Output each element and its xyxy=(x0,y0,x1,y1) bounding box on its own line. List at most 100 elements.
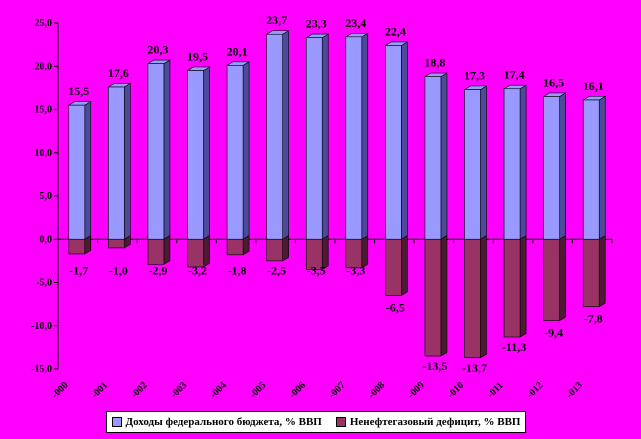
bar-deficit-2004-front xyxy=(226,238,244,256)
bar-revenue-2004-front xyxy=(226,65,244,240)
y-tick-label: 0,0 xyxy=(40,234,53,245)
data-label-revenue: 22,4 xyxy=(385,24,406,38)
y-tick-label: -5,0 xyxy=(36,278,52,289)
data-label-revenue: 15,5 xyxy=(68,84,89,98)
bar-revenue-2007 xyxy=(344,32,369,240)
bar-deficit-2006 xyxy=(305,235,329,271)
bar-deficit-2008 xyxy=(385,235,408,297)
bar-deficit-2010-front xyxy=(464,238,481,359)
bar-deficit-2003-front xyxy=(187,238,204,268)
bar-revenue-2011-side xyxy=(519,84,527,240)
data-label-deficit: -13,5 xyxy=(422,359,447,373)
bar-revenue-2008 xyxy=(384,41,409,240)
data-label-revenue: 16,1 xyxy=(583,79,604,93)
bar-revenue-2010-front xyxy=(464,89,481,240)
data-label-deficit: -3,5 xyxy=(307,263,326,277)
bar-deficit-2006-front xyxy=(305,238,323,270)
bar-revenue-2000 xyxy=(67,101,92,240)
bar-deficit-2005 xyxy=(266,235,289,262)
data-label-revenue: 17,6 xyxy=(108,66,129,80)
data-label-revenue: 20,3 xyxy=(147,43,168,57)
bar-revenue-2013-side xyxy=(598,95,606,240)
bar-revenue-2010-side xyxy=(480,85,487,240)
bar-deficit-2003 xyxy=(187,235,210,268)
data-label-revenue: 23,3 xyxy=(306,17,327,31)
bar-deficit-2010-side xyxy=(480,235,487,359)
bar-deficit-2009 xyxy=(424,235,448,357)
bar-revenue-2001-side xyxy=(124,82,131,240)
legend-item-revenue: Доходы федерального бюджета, % ВВП xyxy=(111,416,322,428)
data-label-deficit: -3,3 xyxy=(346,263,365,277)
bar-revenue-2006-side xyxy=(321,33,329,240)
bar-deficit-2000-side xyxy=(84,235,92,255)
bar-revenue-2002-side xyxy=(163,59,171,240)
data-label-deficit: -3,2 xyxy=(188,263,207,277)
bar-deficit-2002-side xyxy=(163,235,171,265)
bar-revenue-2009-front xyxy=(424,76,442,240)
bar-deficit-2012-side xyxy=(559,235,566,322)
bar-deficit-2008-front xyxy=(385,238,402,296)
data-label-revenue: 17,3 xyxy=(464,69,485,83)
bar-deficit-2000 xyxy=(68,235,92,255)
data-label-revenue: 18,8 xyxy=(424,56,445,70)
y-tick-label: 25,0 xyxy=(35,18,53,29)
bar-revenue-2004 xyxy=(225,61,251,240)
data-label-deficit: -13,7 xyxy=(462,361,487,375)
data-label-deficit: -7,8 xyxy=(584,312,603,326)
bar-deficit-2007 xyxy=(345,235,369,269)
bar-deficit-2002-front xyxy=(147,238,165,265)
y-tick-label: -15,0 xyxy=(31,364,52,375)
bar-deficit-2013 xyxy=(582,235,606,308)
bar-deficit-2007-front xyxy=(345,238,363,269)
data-label-deficit: -1,7 xyxy=(69,263,88,277)
bar-revenue-2001-front xyxy=(108,86,125,240)
bar-revenue-2006-front xyxy=(305,37,323,240)
bar-deficit-2002 xyxy=(147,235,171,265)
bar-revenue-2007-front xyxy=(345,36,363,240)
bar-revenue-2011-front xyxy=(503,88,521,240)
data-labels: 15,5 -1,7 17,6 -1,0 20,3 -2,9 19,5 -3,2 20,1 -1,8… xyxy=(68,13,603,375)
bar-deficit-2000-front xyxy=(68,238,86,255)
bar-revenue-2002 xyxy=(146,59,172,240)
bar-deficit-2011-side xyxy=(519,235,527,338)
data-label-deficit: -1,0 xyxy=(109,263,128,277)
bar-revenue-2005 xyxy=(265,30,290,240)
data-label-deficit: -9,4 xyxy=(544,326,563,340)
bar-revenue-2008-front xyxy=(385,45,402,240)
bar-revenue-2012-side xyxy=(559,92,566,240)
bar-deficit-2013-side xyxy=(598,235,606,308)
bar-deficit-2013-front xyxy=(582,238,600,308)
bar-deficit-2011-front xyxy=(503,238,521,338)
bar-deficit-2011 xyxy=(503,235,527,338)
bar-revenue-2012 xyxy=(542,92,567,240)
bar-deficit-2010 xyxy=(464,235,487,359)
bar-deficit-2012 xyxy=(543,235,566,322)
bar-revenue-2011 xyxy=(502,84,528,240)
bar-deficit-2009-front xyxy=(424,238,442,357)
bar-revenue-2006 xyxy=(305,33,330,240)
bar-revenue-2003-side xyxy=(203,66,210,240)
bar-revenue-2004-side xyxy=(242,61,250,240)
data-label-revenue: 23,4 xyxy=(345,16,366,30)
bar-revenue-2005-side xyxy=(282,30,289,240)
legend-label-revenue: Доходы федерального бюджета, % ВВП xyxy=(125,416,322,428)
bar-revenue-2000-side xyxy=(84,101,92,240)
data-label-revenue: 16,5 xyxy=(543,76,564,90)
legend-swatch-deficit xyxy=(335,417,346,427)
data-label-deficit: -6,5 xyxy=(386,300,405,314)
bar-revenue-2005-front xyxy=(266,33,283,240)
bar-deficit-2001 xyxy=(108,235,131,249)
data-label-revenue: 19,5 xyxy=(187,50,208,64)
data-label-deficit: -1,8 xyxy=(228,263,247,277)
data-label-deficit: -2,9 xyxy=(148,263,167,277)
legend-item-deficit: Ненефтегазовый дефицит, % ВВП xyxy=(335,416,521,428)
legend-swatch-revenue xyxy=(111,417,122,427)
y-axis: 25,0 20,0 15,0 10,0 5,0 0,0 -5,0 -10,0 -15,0 xyxy=(31,18,59,375)
bar-revenue-2003 xyxy=(186,66,211,240)
y-tick-label: -10,0 xyxy=(31,321,52,332)
bar-revenue-2008-side xyxy=(401,41,408,240)
bar-deficit-2009-side xyxy=(440,235,448,357)
bar-deficit-2004-side xyxy=(242,235,250,256)
bar-revenue-2013-front xyxy=(582,99,600,240)
